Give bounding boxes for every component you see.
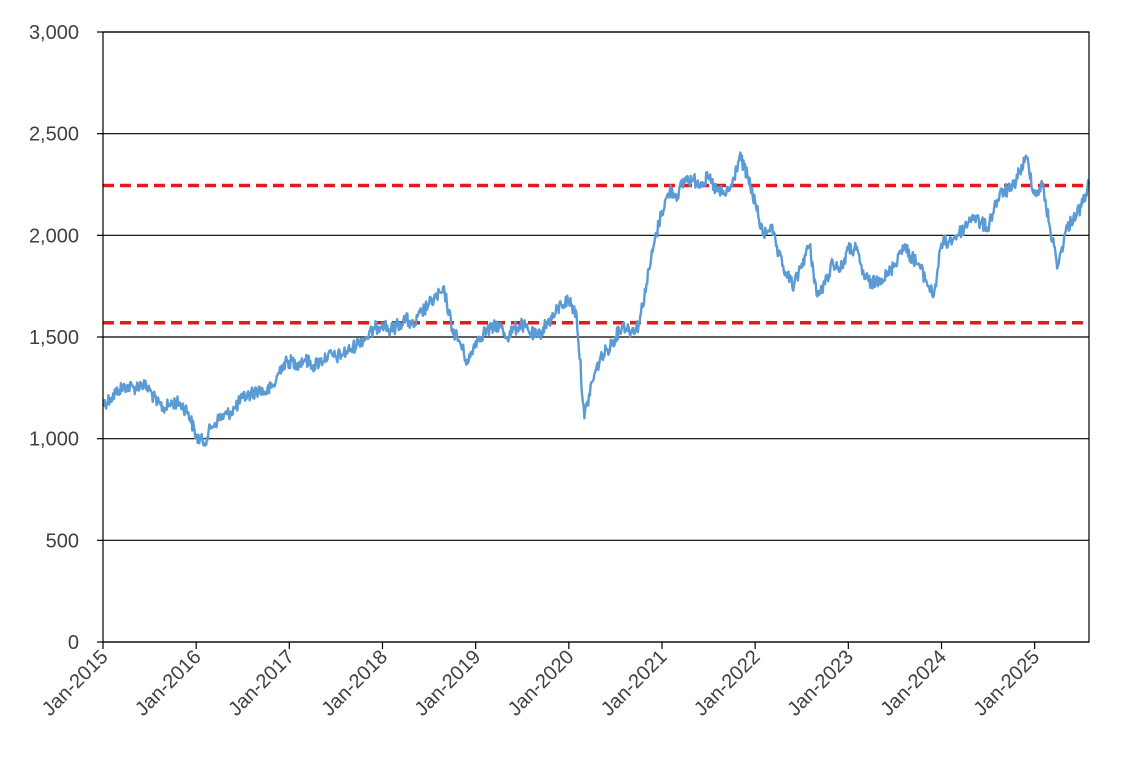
x-tick-label: Jan-2019: [411, 646, 486, 721]
plot-frame: [102, 31, 1090, 643]
x-tick-label: Jan-2023: [783, 646, 858, 721]
y-tick-label: 1,000: [29, 429, 79, 451]
x-tick-label: Jan-2017: [224, 646, 299, 721]
x-axis: Jan-2015 Jan-2016 Jan-2017 Jan-2018 Jan-2019…: [38, 642, 1044, 721]
y-tick-label: 0: [68, 632, 79, 654]
x-tick-label: Jan-2022: [690, 646, 765, 721]
y-tick-label: 2,000: [29, 225, 79, 247]
x-tick-label: Jan-2015: [38, 646, 113, 721]
series-line: [101, 151, 1091, 447]
x-tick-label: Jan-2021: [597, 646, 672, 721]
gridlines: [97, 31, 1089, 643]
y-tick-label: 1,500: [29, 327, 79, 349]
x-tick-label: Jan-2016: [131, 646, 206, 721]
y-tick-label: 3,000: [29, 22, 79, 44]
reference-lines: [103, 183, 1089, 325]
x-tick-label: Jan-2025: [970, 646, 1045, 721]
y-tick-label: 500: [46, 530, 79, 552]
y-axis-labels: 0 500 1,000 1,500 2,000 2,500 3,000: [29, 22, 79, 654]
y-tick-label: 2,500: [29, 124, 79, 146]
series-layer: [101, 151, 1091, 447]
x-tick-label: Jan-2020: [504, 646, 579, 721]
x-tick-label: Jan-2024: [876, 646, 951, 721]
x-tick-label: Jan-2018: [317, 646, 392, 721]
